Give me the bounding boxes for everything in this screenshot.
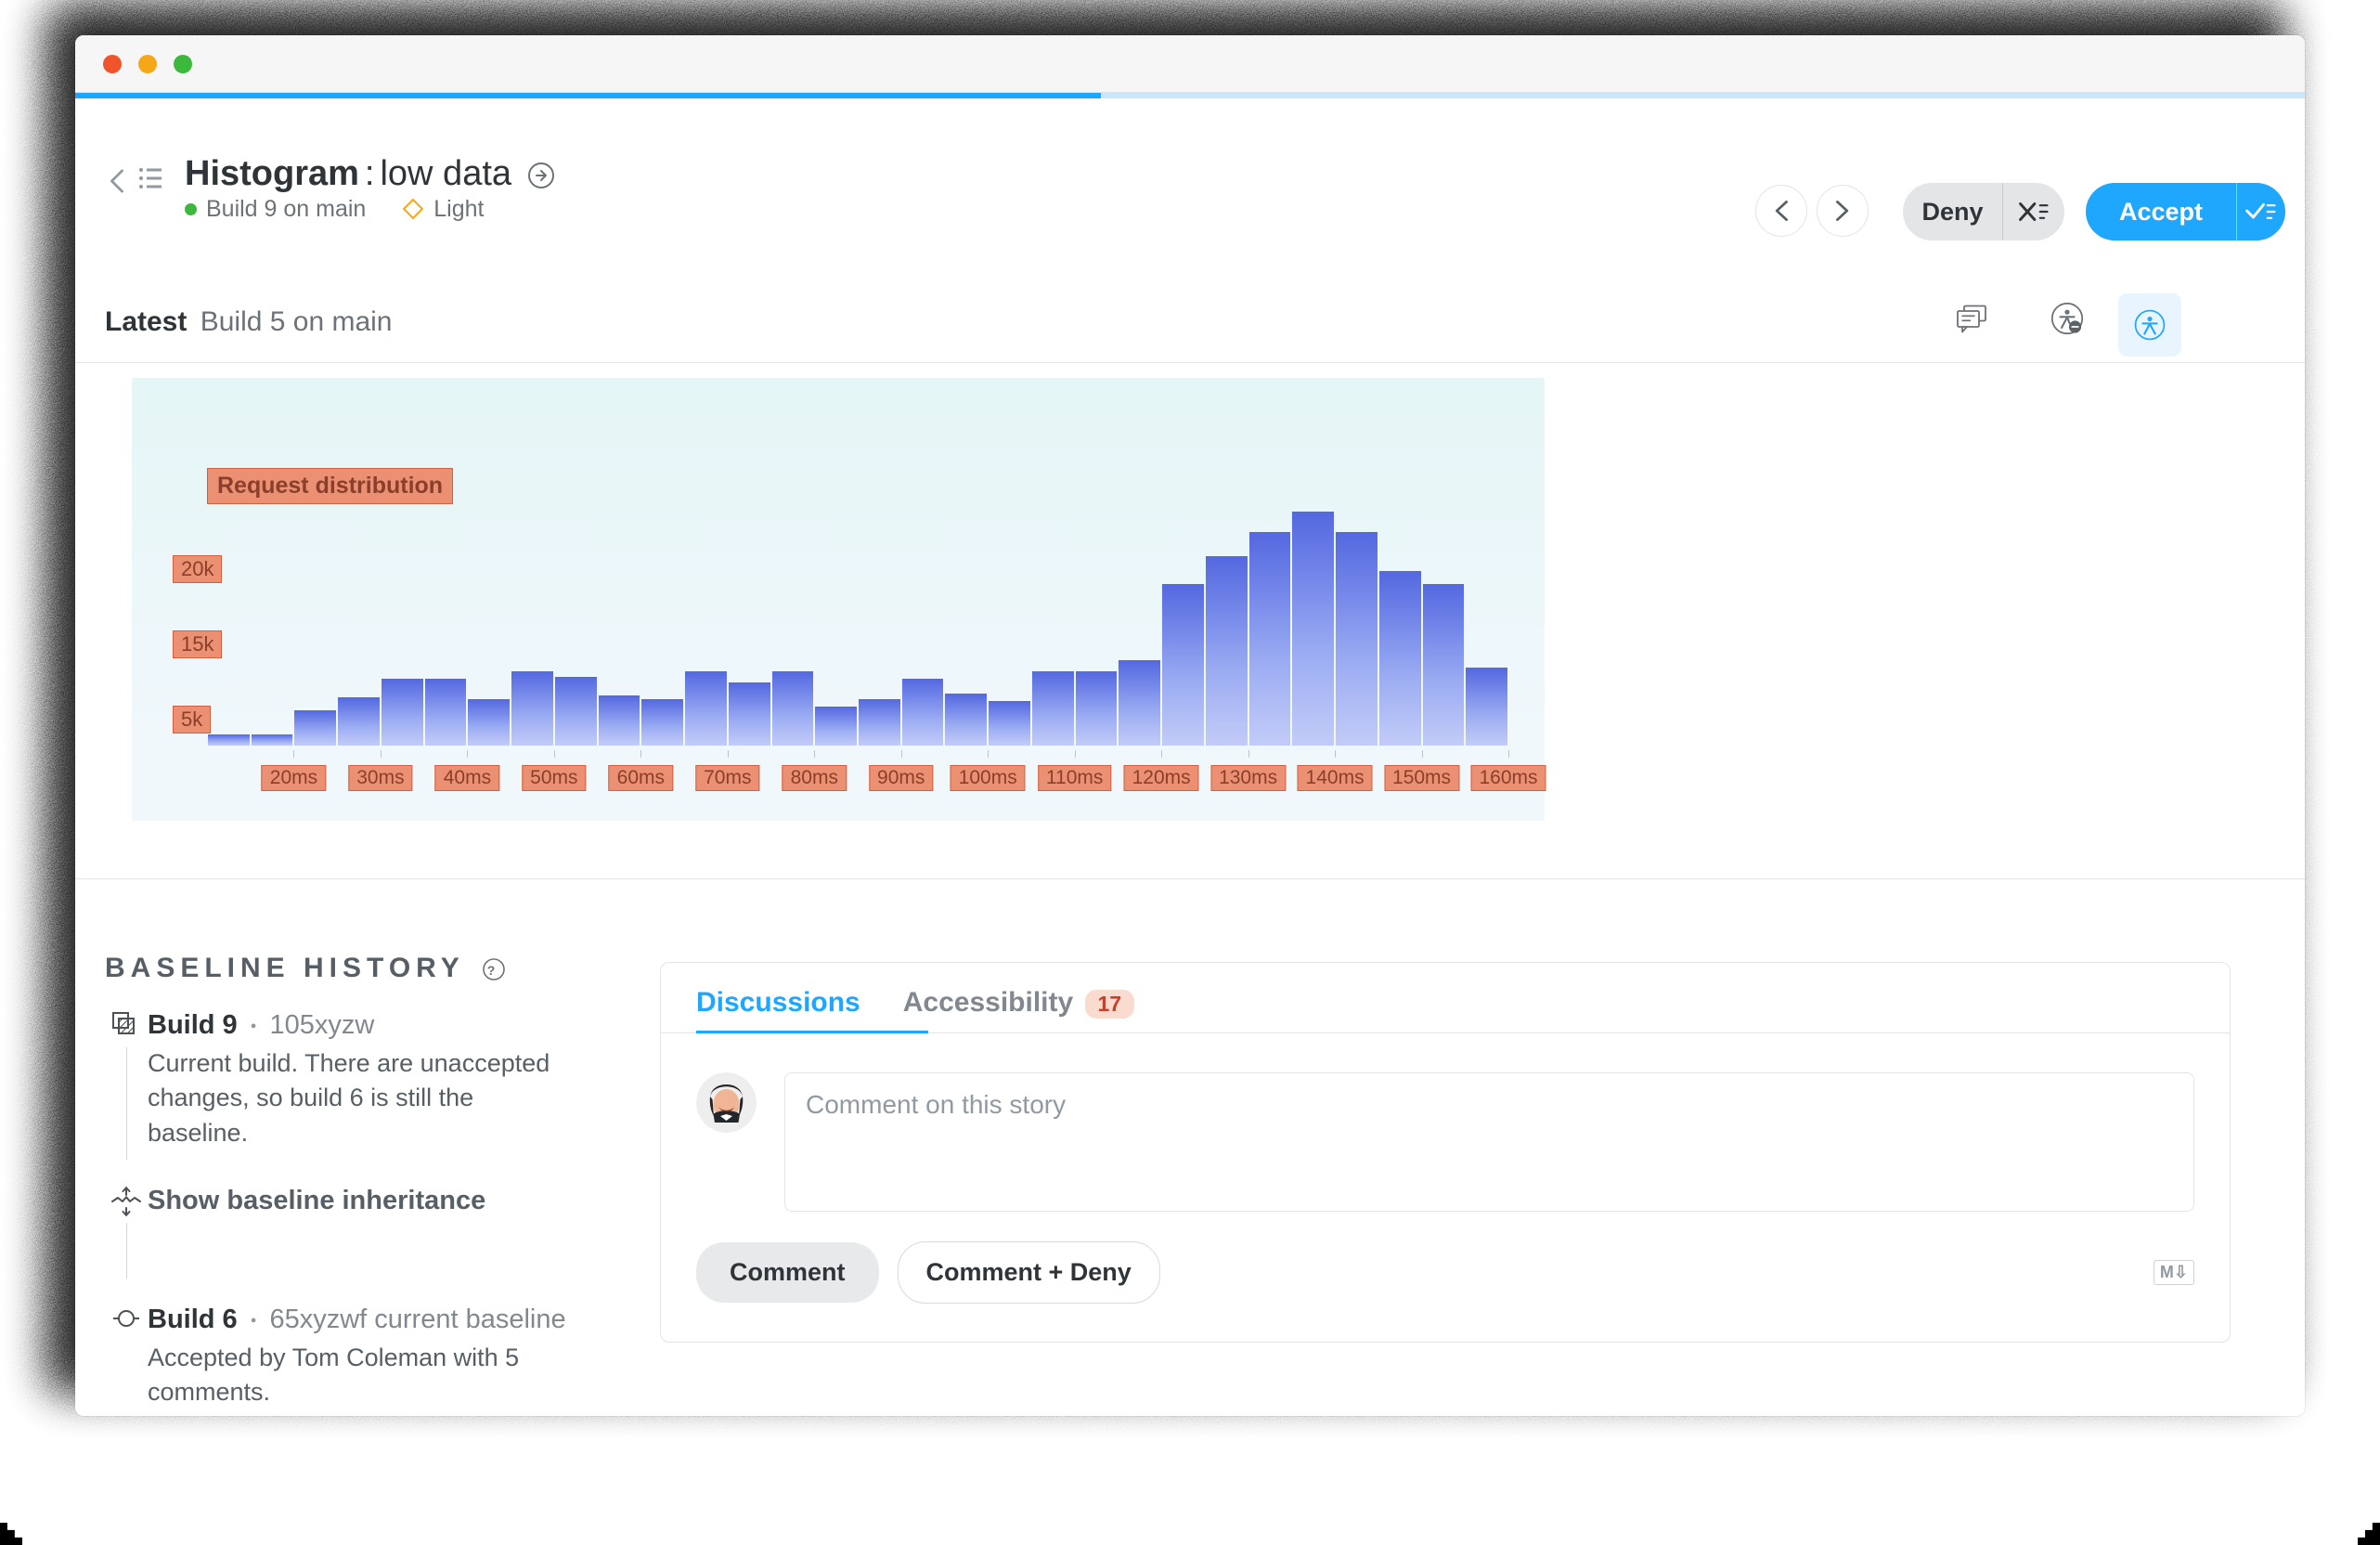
svg-text:?: ? [486,963,500,978]
